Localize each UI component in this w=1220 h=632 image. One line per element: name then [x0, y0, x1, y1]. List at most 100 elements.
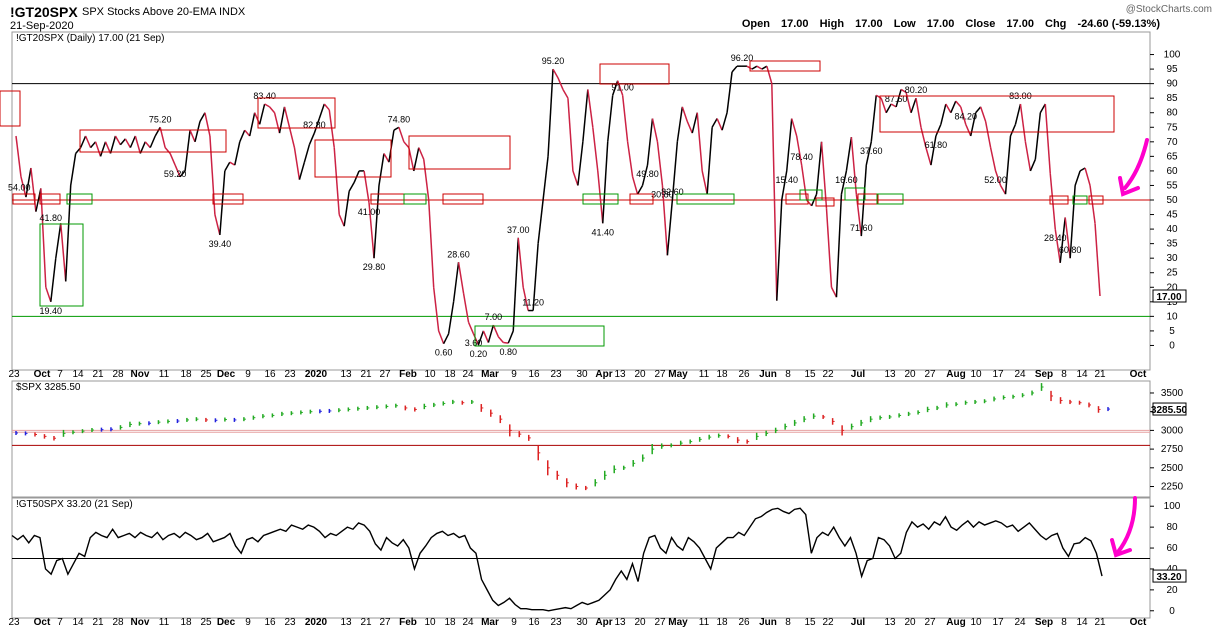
data-label-71.60: 71.60	[850, 223, 873, 233]
gt20-segment	[273, 112, 281, 134]
x-axis-label: 11	[159, 617, 170, 628]
data-label-28.40: 28.40	[1044, 233, 1067, 243]
chg-label: Chg	[1045, 18, 1067, 30]
x-axis-label: 21	[92, 369, 104, 380]
y-tick-label-2: 60	[1166, 543, 1178, 554]
x-axis-label: Aug	[946, 617, 965, 628]
gt20-segment	[119, 138, 126, 146]
gt20-segment	[1069, 185, 1076, 259]
data-label-41.00: 41.00	[358, 207, 381, 217]
x-axis-label: 9	[245, 369, 251, 380]
panel-0-title: !GT20SPX (Daily) 17.00 (21 Sep)	[16, 33, 164, 44]
annotation-box-28	[1088, 195, 1104, 205]
gt20-segment	[25, 167, 32, 198]
gt20-segment	[1074, 170, 1081, 186]
gt20-segment	[602, 141, 609, 224]
y-tick-label-0: 70	[1166, 137, 1178, 148]
x-axis-label: 21	[360, 369, 372, 380]
x-axis-label: 2020	[305, 617, 328, 628]
x-axis-label: 7	[57, 617, 63, 628]
annotation-box-1	[39, 223, 84, 307]
data-label-19.40: 19.40	[40, 306, 63, 316]
gt20-segment	[1049, 173, 1056, 230]
gt20-segment	[209, 135, 216, 215]
annotation-box-9	[370, 193, 405, 205]
x-axis-label: 13	[884, 617, 896, 628]
close-label: Close	[965, 18, 996, 30]
data-label-84.20: 84.20	[954, 111, 977, 121]
annotation-box-26	[1049, 195, 1069, 205]
gt20-segment	[920, 127, 927, 148]
x-axis-label: 13	[884, 369, 896, 380]
data-label-39.40: 39.40	[209, 239, 232, 249]
y-tick-label-1: 3500	[1161, 388, 1184, 399]
x-axis-label: Feb	[399, 617, 417, 628]
x-axis-label: 25	[200, 369, 212, 380]
x-axis-label: 21	[360, 617, 372, 628]
x-axis-label: 28	[112, 369, 124, 380]
annotation-box-2	[12, 193, 36, 205]
x-axis-label: 25	[200, 617, 212, 628]
x-axis-label: 13	[340, 617, 352, 628]
gt20-segment	[393, 126, 400, 131]
y-tick-label-0: 10	[1166, 311, 1178, 322]
gt20-segment	[910, 97, 917, 113]
data-label-0.60: 0.60	[435, 348, 453, 358]
data-label-61.80: 61.80	[925, 140, 948, 150]
gt20-segment	[1094, 223, 1101, 297]
x-axis-label: 15	[804, 617, 816, 628]
gt20-segment	[477, 330, 485, 346]
gt20-segment	[30, 167, 37, 212]
y-tick-label-1: 2750	[1161, 444, 1184, 455]
y-tick-label-0: 0	[1169, 340, 1175, 351]
gt20-segment	[582, 89, 589, 142]
x-axis-label: 10	[970, 369, 982, 380]
data-label-87.60: 87.60	[885, 94, 908, 104]
x-axis-label: Mar	[481, 617, 499, 628]
gt20-segment	[343, 191, 350, 227]
gt20-segment	[592, 127, 599, 171]
high-label: High	[819, 18, 845, 30]
annotation-box-12	[442, 193, 484, 205]
gt20-segment	[318, 103, 326, 119]
gt20-segment	[1004, 135, 1012, 195]
data-label-96.20: 96.20	[731, 53, 754, 63]
gt20-segment	[114, 135, 122, 146]
x-axis-label: 26	[738, 369, 750, 380]
x-axis-label: Mar	[481, 369, 499, 380]
data-label-30.80: 30.80	[651, 189, 674, 199]
gt20-segment	[686, 121, 693, 134]
chg-value: -24.60 (-59.13%)	[1077, 18, 1160, 30]
x-axis-label: 24	[462, 617, 474, 628]
x-axis-label: 15	[804, 369, 816, 380]
data-label-95.20: 95.20	[542, 56, 565, 66]
gt20-segment	[965, 124, 972, 137]
data-label-0.20: 0.20	[470, 349, 488, 359]
gt20-segment	[517, 237, 524, 288]
gt20-segment	[935, 124, 942, 137]
gt20-segment	[313, 118, 321, 134]
gt20-segment	[457, 262, 465, 294]
gt20-segment	[159, 127, 166, 148]
ohlc-readout: Open 17.00 High 17.00 Low 17.00 Close 17…	[734, 18, 1160, 30]
x-axis-label: Jun	[759, 617, 777, 628]
gt20-segment	[785, 118, 793, 171]
gt20-segment	[950, 100, 957, 114]
y-tick-label-1: 3000	[1161, 425, 1184, 436]
data-label-78.40: 78.40	[790, 152, 813, 162]
gt20-segment	[746, 65, 753, 70]
gt20-segment	[378, 153, 385, 186]
y-tick-label-1: 2250	[1161, 482, 1184, 493]
gt20-segment	[666, 199, 674, 256]
gt20-segment	[224, 161, 231, 172]
y-tick-label-0: 100	[1164, 50, 1181, 61]
gt20-segment	[418, 147, 425, 160]
annotation-box-7	[257, 97, 336, 129]
x-axis-label: Nov	[131, 369, 150, 380]
gt20-segment	[890, 103, 897, 108]
gt20-segment	[45, 287, 52, 303]
y-tick-label-0: 20	[1166, 282, 1178, 293]
gt20-segment	[960, 106, 967, 125]
gt20-segment	[134, 135, 142, 154]
x-axis-label: 16	[264, 369, 276, 380]
